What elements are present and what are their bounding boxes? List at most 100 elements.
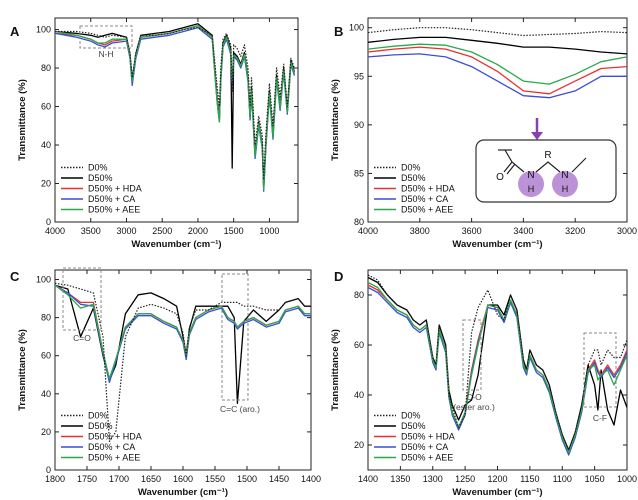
legend-label: D50% + HDA — [88, 432, 142, 442]
y-tick-label: 40 — [354, 390, 364, 400]
x-tick-label: 4000 — [358, 226, 378, 236]
y-tick-label: 20 — [354, 440, 364, 450]
y-tick-label: 85 — [354, 168, 364, 178]
x-tick-label: 3000 — [116, 226, 136, 236]
legend-label: D50% + HDA — [401, 432, 455, 442]
atom-label: N — [527, 170, 534, 181]
y-tick-label: 60 — [41, 351, 51, 361]
x-tick-label: 2500 — [152, 226, 172, 236]
atom-label: N — [561, 170, 568, 181]
x-axis-label: Wavenumber (cm⁻¹) — [452, 239, 542, 250]
annotation-label: C-F — [593, 413, 607, 423]
y-tick-label: 0 — [46, 217, 51, 227]
x-tick-label: 1450 — [269, 474, 289, 484]
annotation-label: C=O — [73, 333, 91, 343]
legend-label: D50% + AEE — [401, 453, 453, 463]
x-tick-label: 1700 — [109, 474, 129, 484]
x-tick-label: 1000 — [259, 226, 279, 236]
legend-label: D50% + HDA — [401, 184, 455, 194]
y-tick-label: 60 — [41, 102, 51, 112]
panel-letter: D — [334, 269, 343, 284]
panel-D: D 1400 1350 1300 1250 1200 1150 1100 1050 1000 20 4… — [330, 269, 637, 498]
legend-label: D50% — [88, 421, 113, 431]
annotation-panel-d: C-O(ester aro.) C-F — [453, 320, 616, 423]
y-tick-label: 100 — [349, 23, 364, 33]
panel-letter: C — [10, 269, 20, 284]
panel-letter: B — [334, 24, 343, 39]
y-axis-label: Transmittance (%) — [330, 329, 341, 411]
series-line-d50-hda — [55, 285, 311, 380]
y-axis-label: Transmittance (%) — [17, 329, 28, 411]
x-tick-label: 1550 — [205, 474, 225, 484]
x-tick-label: 3500 — [81, 226, 101, 236]
legend-label: D50% + AEE — [88, 453, 140, 463]
y-tick-label: 20 — [41, 179, 51, 189]
x-tick-label: 1100 — [553, 474, 572, 484]
x-tick-label: 1150 — [520, 474, 539, 484]
x-tick-label: 3200 — [565, 226, 585, 236]
x-tick-label: 1750 — [77, 474, 97, 484]
legend-label: D0% — [88, 163, 108, 173]
y-tick-label: 80 — [354, 290, 364, 300]
panel-letter: A — [10, 24, 20, 39]
y-tick-label: 60 — [354, 340, 364, 350]
x-tick-label: 1000 — [617, 474, 637, 484]
x-axis-label: Wavenumber (cm⁻¹) — [131, 239, 221, 250]
atom-label: H — [528, 184, 535, 194]
x-tick-label: 4000 — [45, 226, 65, 236]
annotation-label: N-H — [98, 49, 113, 59]
y-tick-label: 40 — [41, 140, 51, 150]
legend-label: D50% — [401, 421, 426, 431]
legend-label: D0% — [88, 411, 108, 421]
series-line-d50-ca — [368, 54, 627, 98]
legend-label: D0% — [401, 411, 421, 421]
x-tick-label: 1800 — [45, 474, 65, 484]
x-axis-label: Wavenumber (cm⁻¹) — [452, 487, 542, 498]
atom-label: R — [544, 150, 551, 161]
annotation-label: (ester aro.) — [453, 402, 495, 412]
annotation-panel-c: C=O C=C (aro.) — [63, 268, 260, 414]
y-tick-label: 0 — [46, 465, 51, 475]
legend-label: D50% + CA — [401, 194, 448, 204]
x-tick-label: 1350 — [390, 474, 410, 484]
y-tick-label: 40 — [41, 389, 51, 399]
x-tick-label: 1400 — [301, 474, 321, 484]
x-tick-label: 3600 — [462, 226, 482, 236]
y-tick-label: 80 — [41, 63, 51, 73]
y-axis-label: Transmittance (%) — [17, 79, 28, 161]
y-tick-label: 80 — [41, 313, 51, 323]
series-line-d0- — [55, 28, 294, 180]
series-group — [368, 28, 627, 98]
panel-B: B 4000 3800 3600 3400 3200 3000 80 85 90 95 100 Wave… — [330, 18, 637, 250]
x-tick-label: 3400 — [513, 226, 533, 236]
annotation-label: C=C (aro.) — [220, 404, 260, 414]
x-tick-label: 1650 — [141, 474, 161, 484]
x-tick-label: 1600 — [173, 474, 193, 484]
legend-label: D0% — [401, 163, 421, 173]
x-tick-label: 1400 — [358, 474, 378, 484]
x-tick-label: 1500 — [224, 226, 244, 236]
y-axis-label: Transmittance (%) — [330, 79, 341, 161]
y-tick-label: 95 — [354, 71, 364, 81]
panel-A: A 4000 3500 3000 2500 2000 1500 1000 0 20 40 60 80 10… — [10, 18, 298, 250]
legend-label: D50% + AEE — [88, 205, 140, 215]
x-tick-label: 1300 — [423, 474, 443, 484]
y-tick-label: 100 — [36, 25, 51, 35]
annotation-label: C-O — [466, 392, 482, 402]
y-tick-label: 100 — [36, 275, 51, 285]
panel-C: C1800 1750 1700 1650 1600 1550 1500 1450 1400020… — [10, 269, 321, 498]
legend-label: D50% + CA — [88, 194, 135, 204]
inset-amide: O NHRNH — [476, 118, 616, 202]
x-tick-label: 1200 — [487, 474, 507, 484]
x-tick-label: 2000 — [188, 226, 208, 236]
legend-label: D50% + HDA — [88, 184, 142, 194]
legend-label: D50% + CA — [88, 442, 135, 452]
x-tick-label: 3800 — [410, 226, 430, 236]
legend-label: D50% + AEE — [401, 205, 453, 215]
legend-label: D50% — [401, 173, 426, 183]
x-tick-label: 1050 — [585, 474, 605, 484]
atom-label: H — [562, 184, 569, 194]
series-line-d0- — [368, 28, 627, 36]
y-tick-label: 20 — [41, 427, 51, 437]
